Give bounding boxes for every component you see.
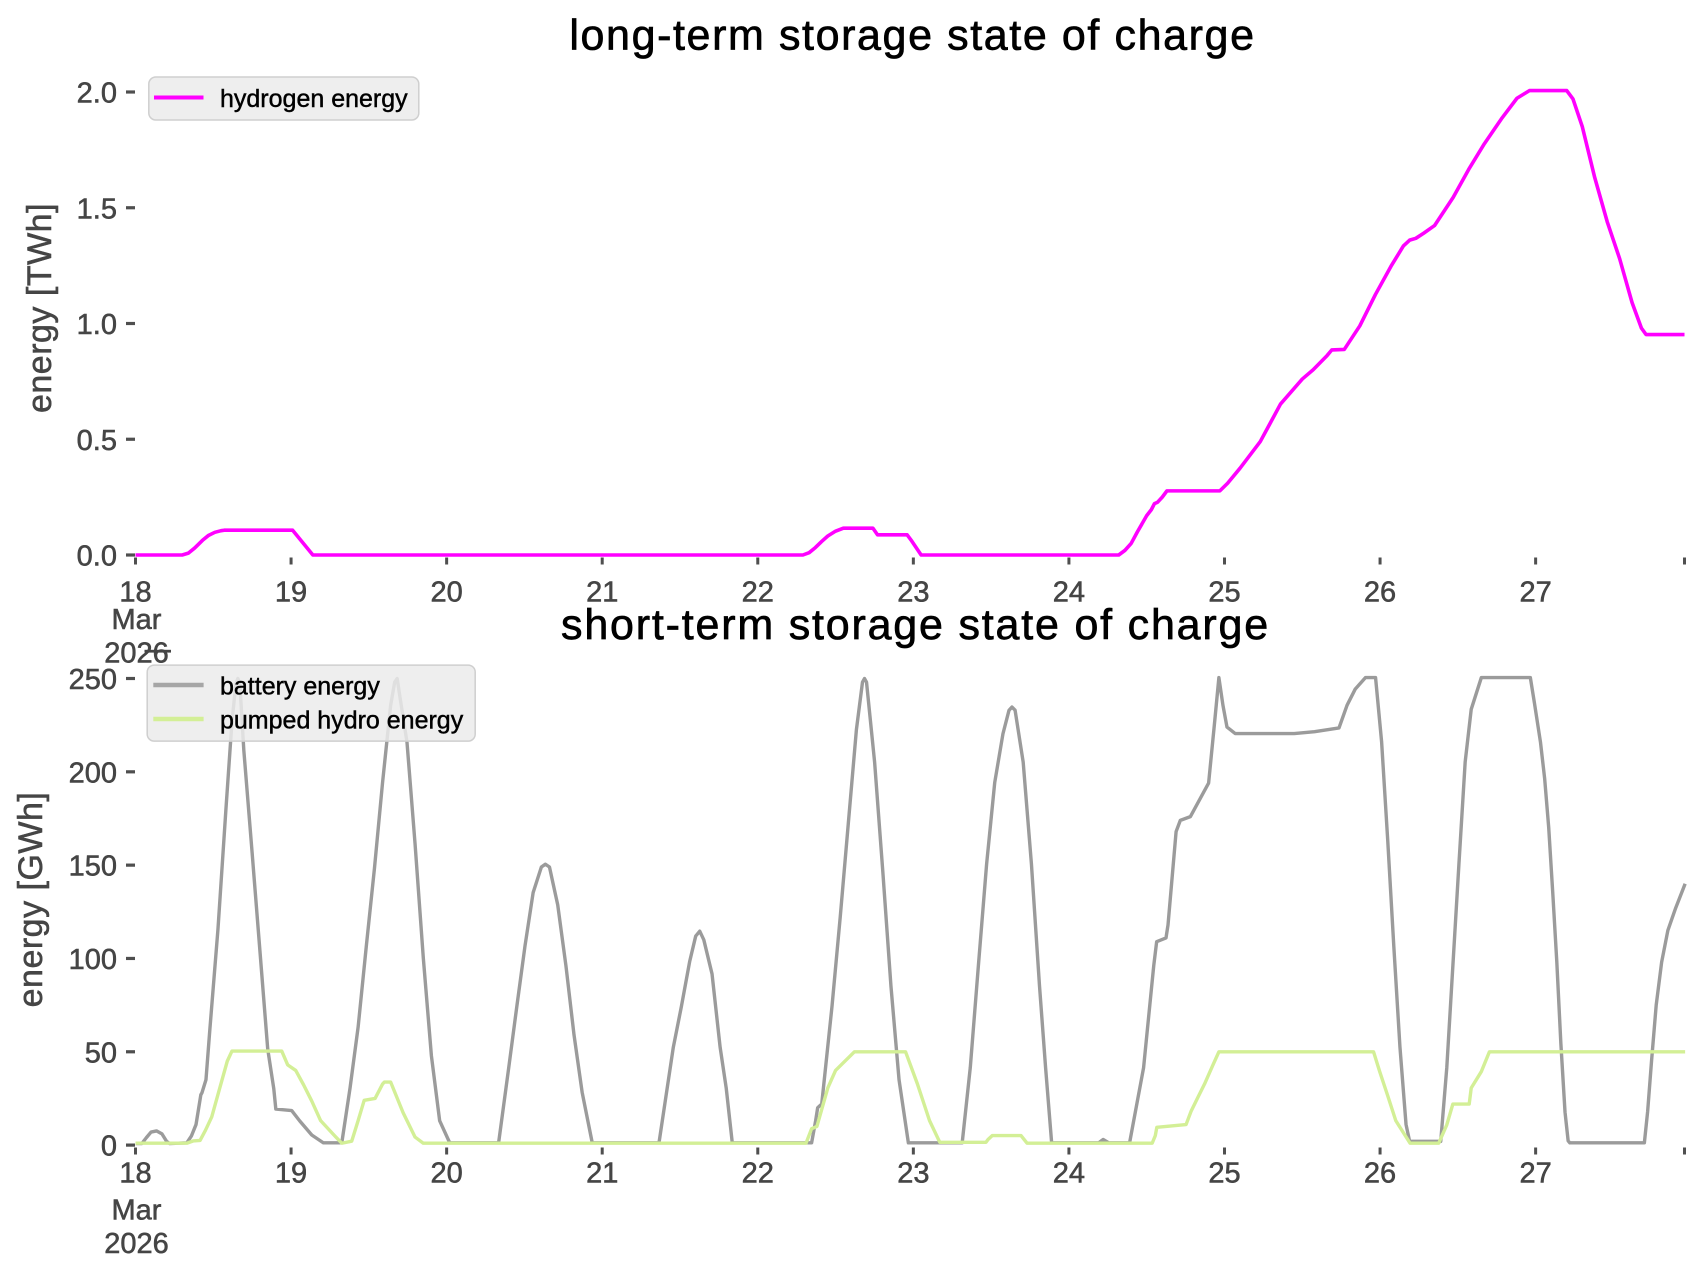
svg-text:20: 20: [431, 577, 463, 609]
svg-text:24: 24: [1053, 1158, 1085, 1190]
svg-text:Mar: Mar: [112, 1195, 162, 1227]
svg-text:0.5: 0.5: [77, 425, 117, 457]
svg-text:pumped hydro energy: pumped hydro energy: [220, 707, 464, 735]
svg-text:21: 21: [586, 1158, 618, 1190]
svg-text:2026: 2026: [104, 638, 169, 670]
svg-text:2.0: 2.0: [77, 78, 117, 110]
svg-text:long-term storage state of cha: long-term storage state of charge: [569, 12, 1255, 60]
svg-text:27: 27: [1519, 1158, 1551, 1190]
svg-text:1.5: 1.5: [77, 193, 117, 225]
svg-text:23: 23: [897, 1158, 929, 1190]
svg-text:50: 50: [85, 1037, 117, 1069]
svg-text:20: 20: [431, 1158, 463, 1190]
svg-text:short-term storage state of ch: short-term storage state of charge: [561, 601, 1270, 649]
svg-text:25: 25: [1208, 577, 1240, 609]
svg-text:24: 24: [1053, 577, 1085, 609]
svg-text:22: 22: [742, 577, 774, 609]
svg-text:100: 100: [69, 944, 117, 976]
svg-text:energy [TWh]: energy [TWh]: [21, 203, 59, 413]
svg-text:22: 22: [742, 1158, 774, 1190]
svg-text:18: 18: [119, 1158, 151, 1190]
svg-text:26: 26: [1364, 577, 1396, 609]
svg-text:0.0: 0.0: [77, 541, 117, 573]
svg-text:0: 0: [101, 1131, 117, 1163]
svg-text:2026: 2026: [104, 1228, 169, 1260]
svg-text:250: 250: [69, 664, 117, 696]
svg-text:26: 26: [1364, 1158, 1396, 1190]
svg-text:energy [GWh]: energy [GWh]: [12, 792, 50, 1008]
svg-text:hydrogen energy: hydrogen energy: [220, 85, 408, 113]
svg-text:21: 21: [586, 577, 618, 609]
svg-text:25: 25: [1208, 1158, 1240, 1190]
svg-text:Mar: Mar: [112, 604, 162, 636]
svg-text:battery energy: battery energy: [220, 673, 380, 701]
svg-text:27: 27: [1519, 577, 1551, 609]
svg-text:200: 200: [69, 757, 117, 789]
svg-text:19: 19: [275, 577, 307, 609]
svg-text:150: 150: [69, 851, 117, 883]
svg-text:19: 19: [275, 1158, 307, 1190]
svg-text:1.0: 1.0: [77, 309, 117, 341]
svg-text:23: 23: [897, 577, 929, 609]
svg-text:18: 18: [119, 577, 151, 609]
